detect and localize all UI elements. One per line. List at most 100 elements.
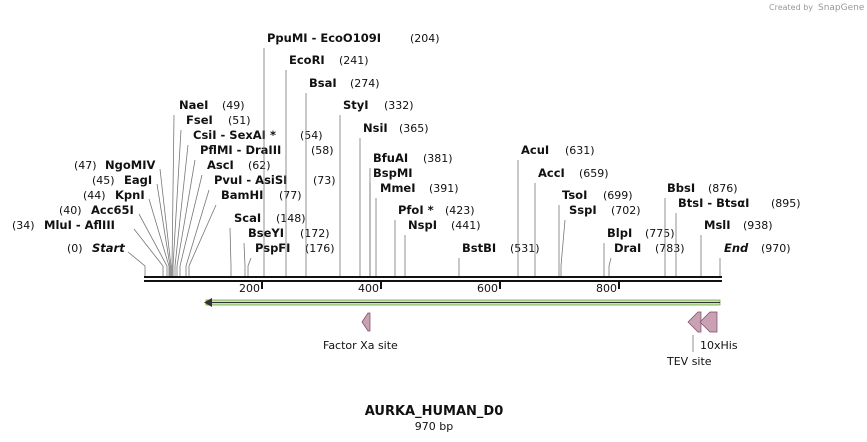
site-position: (702) — [611, 204, 641, 217]
map-length: 970 bp — [415, 420, 453, 433]
site-name: NspI — [408, 218, 437, 232]
site-position: (47) — [74, 159, 97, 172]
ruler-label: 400 — [358, 282, 379, 295]
site-position: (531) — [510, 242, 540, 255]
site-position: (783) — [655, 242, 685, 255]
site-position: (274) — [350, 77, 380, 90]
site-name: BspMI — [373, 166, 413, 180]
site-leader — [159, 168, 172, 276]
site-leader — [171, 114, 175, 276]
site-leader — [127, 251, 146, 276]
site-position: (45) — [92, 174, 115, 187]
site-leader — [172, 129, 182, 276]
site-leader — [174, 144, 189, 276]
site-name: TsoI — [562, 188, 587, 202]
site-position: (775) — [645, 227, 675, 240]
site-position: (365) — [399, 122, 429, 135]
feature-label: 10xHis — [700, 339, 738, 352]
site-position: (172) — [300, 227, 330, 240]
feature-his — [699, 311, 718, 333]
site-name: BtsI - BtsαI — [678, 196, 749, 210]
site-position: (631) — [565, 144, 595, 157]
site-position: (58) — [311, 144, 334, 157]
site-name: PspFI — [255, 241, 290, 255]
site-name: AccI — [538, 166, 565, 180]
site-leader — [247, 257, 252, 276]
site-name: PvuI - AsiSI — [214, 173, 287, 187]
site-name: SspI — [569, 203, 597, 217]
site-name: AcuI — [521, 143, 549, 157]
ruler-label: 800 — [596, 282, 617, 295]
site-name: MmeI — [380, 181, 416, 195]
site-name: BbsI — [667, 181, 695, 195]
site-leader — [148, 198, 170, 276]
site-position: (176) — [305, 242, 335, 255]
site-name: DraI — [614, 241, 641, 255]
site-position: (332) — [384, 99, 414, 112]
brand: SnapGene — [818, 3, 865, 13]
site-position: (34) — [12, 219, 35, 232]
site-name: NsiI — [363, 121, 388, 135]
site-leader — [156, 183, 171, 276]
site-position: (970) — [761, 242, 791, 255]
site-position: (423) — [445, 204, 475, 217]
site-name: Start — [92, 241, 125, 255]
site-position: (391) — [429, 182, 459, 195]
feature-factor-xa — [361, 312, 371, 332]
site-name: AscI — [207, 158, 234, 172]
site-leader — [185, 189, 210, 276]
site-name: MluI - AflIII — [44, 218, 115, 232]
feature-tev — [687, 311, 702, 333]
site-position: (699) — [603, 189, 633, 202]
site-name: StyI — [343, 98, 369, 112]
feature-label: Factor Xa site — [323, 339, 398, 352]
site-position: (40) — [59, 204, 82, 217]
site-position: (241) — [339, 54, 369, 67]
site-name: ScaI — [234, 211, 261, 225]
site-position: (62) — [248, 159, 271, 172]
site-position: (49) — [222, 99, 245, 112]
site-name: PflMI - DraIII — [200, 143, 281, 157]
site-position: (659) — [579, 167, 609, 180]
site-position: (0) — [67, 242, 83, 255]
site-name: CsiI - SexAI * — [193, 128, 276, 142]
site-name: End — [724, 241, 749, 255]
site-position: (441) — [451, 219, 481, 232]
site-name: BstBI — [462, 241, 496, 255]
backbone — [144, 276, 722, 278]
site-name: Acc65I — [91, 203, 134, 217]
site-leader — [608, 257, 612, 276]
ruler-label: 200 — [239, 282, 260, 295]
site-position: (148) — [276, 212, 306, 225]
ruler-label: 600 — [477, 282, 498, 295]
site-position: (73) — [313, 174, 336, 187]
site-leader — [560, 219, 566, 276]
site-leader — [229, 227, 232, 276]
site-leader — [243, 242, 246, 276]
site-position: (54) — [300, 129, 323, 142]
site-name: KpnI — [115, 188, 145, 202]
site-position: (381) — [423, 152, 453, 165]
site-position: (51) — [228, 114, 251, 127]
site-leader — [133, 228, 164, 276]
credit: Created by — [769, 3, 813, 12]
site-leader — [179, 174, 203, 276]
site-name: PfoI * — [398, 203, 434, 217]
site-position: (204) — [410, 32, 440, 45]
site-leader — [138, 213, 168, 276]
site-name: NaeI — [179, 98, 208, 112]
site-position: (876) — [708, 182, 738, 195]
site-name: BamHI — [221, 188, 263, 202]
map-title: AURKA_HUMAN_D0 — [365, 404, 504, 419]
site-name: BlpI — [607, 226, 632, 240]
site-position: (895) — [771, 197, 801, 210]
site-name: NgoMIV — [105, 158, 155, 172]
site-leader — [176, 159, 196, 276]
site-name: PpuMI - EcoO109I — [267, 31, 381, 45]
site-position: (77) — [279, 189, 302, 202]
site-name: EcoRI — [289, 53, 325, 67]
site-name: BfuAI — [373, 151, 408, 165]
site-name: FseI — [186, 113, 213, 127]
site-name: EagI — [124, 173, 152, 187]
